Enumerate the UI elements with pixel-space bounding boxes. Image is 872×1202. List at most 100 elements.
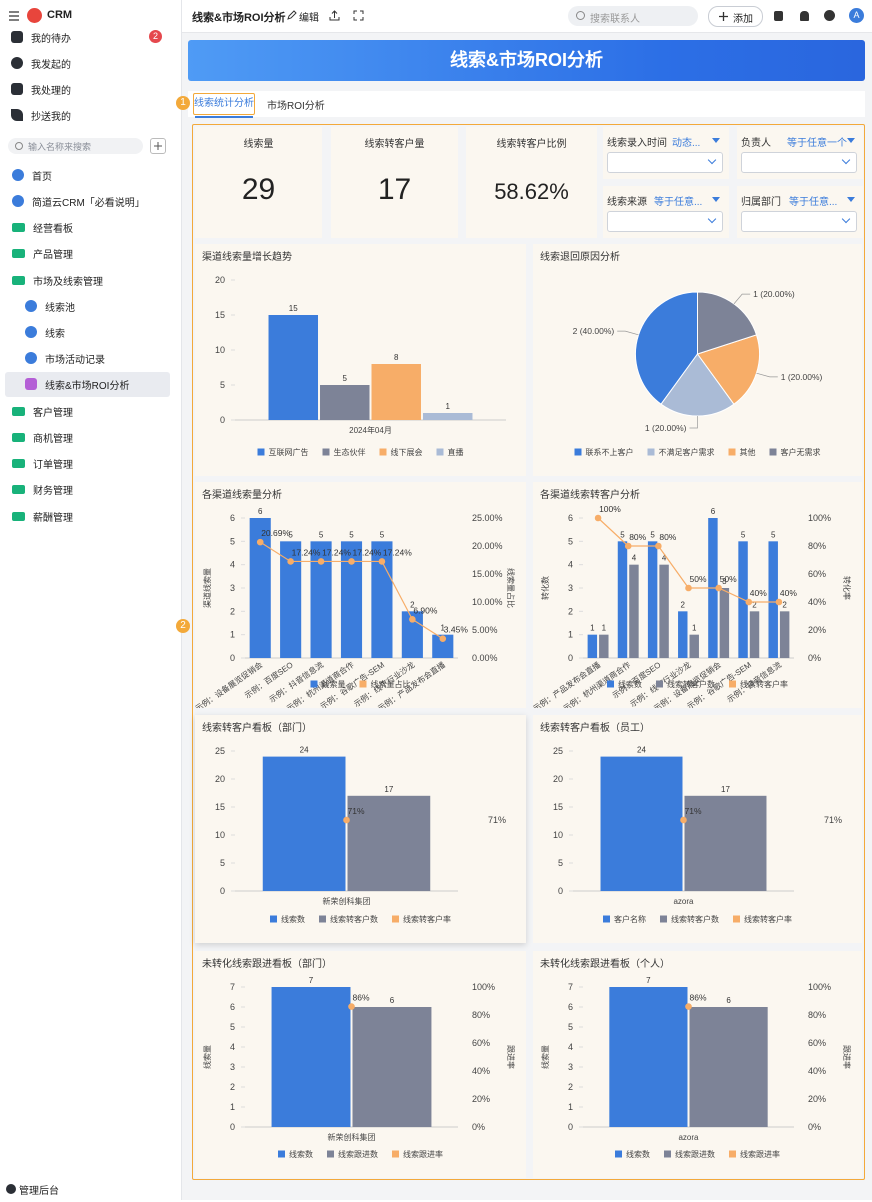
filter-select[interactable] <box>607 152 723 173</box>
tree-item[interactable]: 产品管理 <box>0 240 181 266</box>
bar-value-label: 6 <box>258 507 263 516</box>
edit-button[interactable]: 编辑 <box>299 13 319 24</box>
legend: 线索数 线索跟进数 线索跟进率 <box>278 1149 443 1159</box>
tree-item[interactable]: 简道云CRM「必看说明」 <box>0 188 181 214</box>
bar <box>422 413 473 420</box>
nav-item[interactable]: 我处理的 <box>0 76 181 102</box>
bar <box>684 795 767 891</box>
notice-icon[interactable] <box>800 11 809 21</box>
y-tick-label: 2 <box>230 1082 235 1092</box>
y-tick-label: 6 <box>230 1002 235 1012</box>
fullscreen-icon[interactable] <box>353 10 364 21</box>
y2-tick-label: 100% <box>808 513 831 523</box>
bar <box>347 795 431 891</box>
menu-icon[interactable] <box>8 10 20 22</box>
contact-search[interactable]: 搜索联系人 <box>568 6 698 26</box>
kpi-value: 17 <box>377 173 412 206</box>
line-value-label: 50% <box>690 574 707 584</box>
tree-item[interactable]: 线索&市场ROI分析 <box>0 371 181 397</box>
legend-swatch <box>769 448 777 456</box>
add-button[interactable]: 添加 <box>708 6 763 27</box>
share-icon[interactable] <box>329 10 340 21</box>
chart-title: 各渠道线索转客户分析 <box>540 488 640 501</box>
tree-item[interactable]: 经营看板 <box>0 214 181 240</box>
bar-value-label: 5 <box>380 530 385 539</box>
line-value-label: 80% <box>629 532 646 542</box>
tree-item[interactable]: 订单管理 <box>0 450 181 476</box>
filter-select[interactable] <box>607 211 723 232</box>
filter-select[interactable] <box>741 152 857 173</box>
bar-value-label: 1 <box>446 402 451 411</box>
legend-swatch <box>359 680 367 688</box>
filter-mode[interactable]: 动态... <box>672 138 701 149</box>
tree-item[interactable]: 线索池 <box>0 293 181 319</box>
chart: 渠道线索量增长趋势 0 5 10 15 20 2024年04月 15 5 8 1 互联网广告 生态伙伴 线… <box>202 250 506 457</box>
chart-title: 线索转客户看板（员工） <box>540 721 650 734</box>
admin-link[interactable]: 管理后台 <box>0 1176 181 1202</box>
tree-item[interactable]: 市场活动记录 <box>0 345 181 371</box>
y2-tick-label: 25.00% <box>472 513 503 523</box>
filter: 线索录入时间 动态... <box>603 127 729 179</box>
filter: 归属部门 等于任意... <box>737 186 863 238</box>
y-tick-label: 0 <box>568 1122 573 1132</box>
search-box[interactable]: 输入名称来搜索 <box>8 138 143 154</box>
nav-item[interactable]: 我的待办 2 <box>0 24 181 50</box>
legend-swatch <box>392 1150 399 1158</box>
tab-active[interactable]: 线索统计分析 <box>193 93 255 115</box>
pie-label: 1 (20.00%) <box>753 289 795 299</box>
chart-title: 未转化线索跟进看板（部门） <box>202 957 332 970</box>
add-button[interactable] <box>150 138 166 154</box>
y2-axis-label: 线索量占比 <box>506 568 516 608</box>
tree-item[interactable]: 市场及线索管理 <box>0 267 181 293</box>
app-icon[interactable] <box>774 11 783 21</box>
filter-select[interactable] <box>741 211 857 232</box>
chart: 未转化线索跟进看板（个人） 0 1 2 3 4 5 6 7 0% 20% 40% 60% 80% 100% 线… <box>540 957 852 1159</box>
help-icon[interactable] <box>824 10 835 21</box>
nav-item[interactable]: 抄送我的 <box>0 102 181 128</box>
avatar[interactable]: A <box>849 8 864 23</box>
tree-item[interactable]: 客户管理 <box>0 398 181 424</box>
tree-item[interactable]: 首页 <box>0 162 181 188</box>
bar <box>689 634 699 658</box>
line-value-label: 86% <box>353 993 370 1003</box>
filter-mode[interactable]: 等于任意一个 <box>787 138 847 149</box>
legend-swatch <box>729 1150 736 1158</box>
bar-value-label: 17 <box>721 785 730 794</box>
chart-title: 各渠道线索量分析 <box>202 488 282 501</box>
nav-item[interactable]: 我发起的 <box>0 50 181 76</box>
tree-item[interactable]: 财务管理 <box>0 476 181 502</box>
tree-item[interactable]: 线索 <box>0 319 181 345</box>
legend-swatch <box>656 680 663 688</box>
marker: 2 <box>176 619 190 633</box>
line-point <box>594 514 602 522</box>
y-tick-label: 20 <box>553 774 563 784</box>
filter-mode[interactable]: 等于任意... <box>789 197 838 208</box>
tree-item[interactable]: 薪酬管理 <box>0 503 181 529</box>
y2-tick-label: 40% <box>808 1066 826 1076</box>
tree-label: 线索&市场ROI分析 <box>45 380 130 392</box>
legend: 线索数 线索转客户数 线索转客户率 <box>607 679 788 689</box>
y-tick-label: 25 <box>553 746 563 756</box>
bar-value-label: 3 <box>722 577 727 586</box>
leader-line <box>756 372 778 378</box>
line-point <box>378 558 386 565</box>
tab-underline <box>195 116 253 118</box>
tab[interactable]: 市场ROI分析 <box>267 101 325 112</box>
tree-item[interactable]: 商机管理 <box>0 424 181 450</box>
y2-tick-label: 20% <box>808 1094 826 1104</box>
bar <box>271 987 351 1127</box>
y-tick-label: 3 <box>230 583 235 593</box>
y-tick-label: 1 <box>568 1102 573 1112</box>
legend-label: 线索转客户率 <box>744 914 792 924</box>
tree-label: 线索 <box>45 328 65 340</box>
y2-tick-label: 80% <box>808 541 826 551</box>
legend-label: 线索转客户率 <box>403 914 451 924</box>
y-tick-label: 0 <box>230 1122 235 1132</box>
legend-swatch <box>327 1150 334 1158</box>
y2-tick-label: 20% <box>472 1094 490 1104</box>
filter-mode[interactable]: 等于任意... <box>654 197 703 208</box>
line-value-label: 6.90% <box>413 605 438 615</box>
line-value-label: 17.24% <box>292 547 321 557</box>
y-tick-label: 4 <box>568 560 573 570</box>
bar <box>268 315 319 420</box>
